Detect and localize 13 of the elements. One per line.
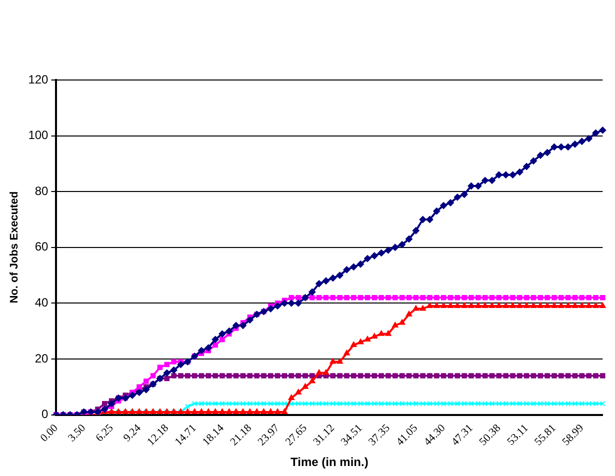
x-tick-label: 6.25 (94, 422, 116, 444)
y-tick-label: 120 (28, 72, 49, 86)
y-tick-label: 20 (34, 351, 49, 366)
y-tick-label: 80 (34, 184, 49, 198)
x-tick-label: 3.50 (66, 422, 88, 444)
x-tick-label: 9.24 (121, 422, 144, 444)
y-axis-title: No. of Jobs Executed (8, 191, 21, 304)
y-tick-label: 60 (34, 240, 49, 254)
y-tick-label: 0 (42, 407, 49, 422)
x-tick-label: 0.00 (38, 422, 61, 444)
y-tick-label: 100 (28, 128, 49, 142)
y-tick-label: 40 (34, 295, 49, 310)
x-axis-title: Time (in min.) (290, 455, 368, 470)
